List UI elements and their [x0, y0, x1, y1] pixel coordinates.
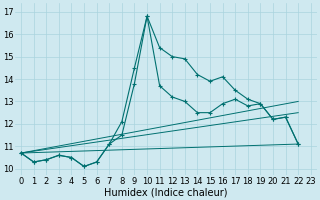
X-axis label: Humidex (Indice chaleur): Humidex (Indice chaleur) — [104, 187, 228, 197]
